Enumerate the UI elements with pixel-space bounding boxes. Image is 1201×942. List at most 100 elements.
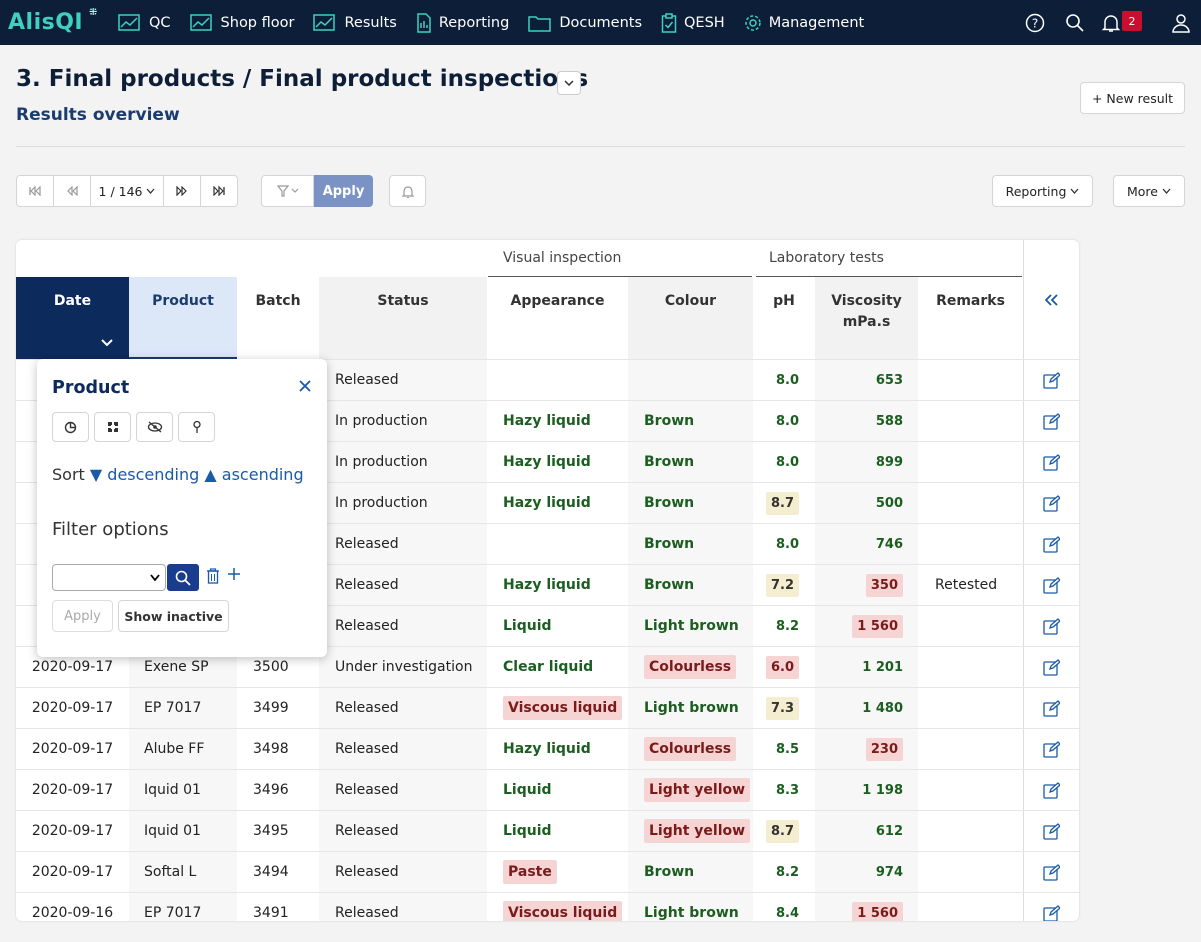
table-row[interactable]: 2020-09-17 EP 7017 3499 Released Viscous liq… [16, 687, 1079, 728]
column-header-batch[interactable]: Batch [237, 277, 319, 359]
filter-dropdown-button[interactable] [261, 175, 314, 207]
cell-status: Released [319, 852, 487, 892]
column-header-viscosity[interactable]: Viscosity mPa.s [815, 277, 918, 359]
edit-result-button[interactable] [1023, 483, 1079, 523]
edit-result-button[interactable] [1023, 524, 1079, 564]
previous-page-button[interactable] [53, 175, 91, 207]
cell-value: 8.0 [775, 372, 799, 388]
cell-value: 8.2 [775, 618, 799, 634]
edit-result-button[interactable] [1023, 647, 1079, 687]
cell-appearance [487, 524, 628, 564]
filter-select[interactable] [52, 564, 166, 591]
cell-value: 3491 [253, 905, 289, 921]
close-menu-button[interactable] [299, 377, 311, 396]
alisqi-logo[interactable]: AlisQI ⁜ [8, 7, 118, 35]
table-row[interactable]: 2020-09-17 Softal L 3494 Released Paste Brown… [16, 851, 1079, 892]
edit-result-button[interactable] [1023, 893, 1079, 921]
table-row[interactable]: Released 8.0 653 [16, 359, 1079, 400]
edit-icon [1043, 822, 1060, 840]
notifications-button[interactable]: 2 [1095, 0, 1161, 45]
title-dropdown-button[interactable] [557, 71, 581, 95]
column-header-status[interactable]: Status [319, 277, 487, 359]
table-row[interactable]: 2020-09-17 Iquid 01 3495 Released Liquid Ligh… [16, 810, 1079, 851]
table-row[interactable]: 2020-09-17 Alube FF 3498 Released Hazy liqui… [16, 728, 1079, 769]
reporting-dropdown-button[interactable]: Reporting [992, 175, 1093, 207]
sort-label: Sort [52, 465, 85, 484]
cell-value: Hazy liquid [503, 413, 591, 429]
nav-item-qc[interactable]: QC [118, 0, 171, 45]
eye-off-icon [147, 421, 162, 433]
column-header-product[interactable]: Product [129, 277, 237, 359]
last-page-button[interactable] [200, 175, 238, 207]
cell-batch: 3495 [237, 811, 319, 851]
edit-result-button[interactable] [1023, 565, 1079, 605]
cell-value: Hazy liquid [503, 454, 591, 470]
nav-item-label: Shop floor [220, 14, 295, 31]
nav-item-results[interactable]: Results [313, 0, 397, 45]
svg-text:?: ? [1032, 16, 1038, 30]
expand-button[interactable] [94, 412, 131, 442]
edit-result-button[interactable] [1023, 360, 1079, 400]
page-selector[interactable]: 1 / 146 [90, 175, 164, 207]
column-header-remarks[interactable]: Remarks [918, 277, 1023, 359]
next-page-button[interactable] [163, 175, 201, 207]
cell-ph: 8.7 [753, 811, 815, 851]
reporting-label: Reporting [1005, 183, 1067, 199]
filter-search-button[interactable] [167, 564, 199, 591]
cell-value: 8.0 [775, 536, 799, 552]
pin-column-button[interactable] [178, 412, 215, 442]
cell-status: Released [319, 770, 487, 810]
cell-status: Released [319, 729, 487, 769]
user-button[interactable] [1161, 0, 1201, 45]
show-inactive-button[interactable]: Show inactive [118, 600, 229, 632]
new-result-button[interactable]: + New result [1080, 82, 1185, 114]
double-chevron-left-icon [1044, 293, 1058, 306]
popup-apply-button[interactable]: Apply [52, 600, 113, 632]
subscribe-alert-button[interactable] [389, 175, 426, 207]
sort-ascending-link[interactable]: ▲ ascending [204, 465, 304, 484]
table-row[interactable]: 2020-09-16 EP 7017 3491 Released Viscous liq… [16, 892, 1079, 921]
more-dropdown-button[interactable]: More [1113, 175, 1185, 207]
search-button[interactable] [1055, 0, 1095, 45]
nav-item-reporting[interactable]: Reporting [416, 0, 509, 45]
cell-value: Released [335, 618, 399, 634]
column-header-date[interactable]: Date [16, 277, 129, 359]
edit-result-button[interactable] [1023, 688, 1079, 728]
help-button[interactable]: ? [1015, 0, 1055, 45]
sort-descending-link[interactable]: ▼ descending [89, 465, 200, 484]
edit-result-button[interactable] [1023, 811, 1079, 851]
edit-result-button[interactable] [1023, 401, 1079, 441]
edit-result-button[interactable] [1023, 606, 1079, 646]
remove-filter-button[interactable] [206, 568, 220, 588]
cell-visc: 1 560 [815, 893, 918, 921]
first-page-button[interactable] [16, 175, 54, 207]
edit-result-button[interactable] [1023, 852, 1079, 892]
nav-item-label: Results [344, 14, 397, 31]
edit-result-button[interactable] [1023, 770, 1079, 810]
chevron-down-icon [1070, 188, 1079, 194]
column-header-colour[interactable]: Colour [628, 277, 753, 359]
pie-chart-button[interactable] [52, 412, 89, 442]
cell-appearance: Viscous liquid [487, 893, 628, 921]
cell-value: Light brown [644, 905, 739, 921]
collapse-columns-button[interactable] [1023, 240, 1079, 359]
nav-item-shop-floor[interactable]: Shop floor [189, 0, 295, 45]
hide-column-button[interactable] [136, 412, 173, 442]
group-divider [756, 276, 1022, 277]
pin-icon [192, 420, 201, 433]
nav-item-documents[interactable]: Documents [528, 0, 642, 45]
help-icon: ? [1025, 13, 1045, 32]
add-filter-button[interactable] [227, 566, 241, 585]
nav-item-management[interactable]: Management [744, 0, 864, 45]
edit-result-button[interactable] [1023, 442, 1079, 482]
cell-value: In production [335, 495, 428, 511]
cell-status: Released [319, 360, 487, 400]
apply-filter-button[interactable]: Apply [314, 175, 373, 207]
column-header-ph[interactable]: pH [753, 277, 815, 359]
edit-result-button[interactable] [1023, 729, 1079, 769]
table-row[interactable]: 2020-09-17 Iquid 01 3496 Released Liquid Ligh… [16, 769, 1079, 810]
cell-value: 1 560 [852, 901, 903, 921]
nav-item-qesh[interactable]: QESH [661, 0, 725, 45]
column-header-appearance[interactable]: Appearance [487, 277, 628, 359]
first-page-icon [29, 186, 41, 196]
